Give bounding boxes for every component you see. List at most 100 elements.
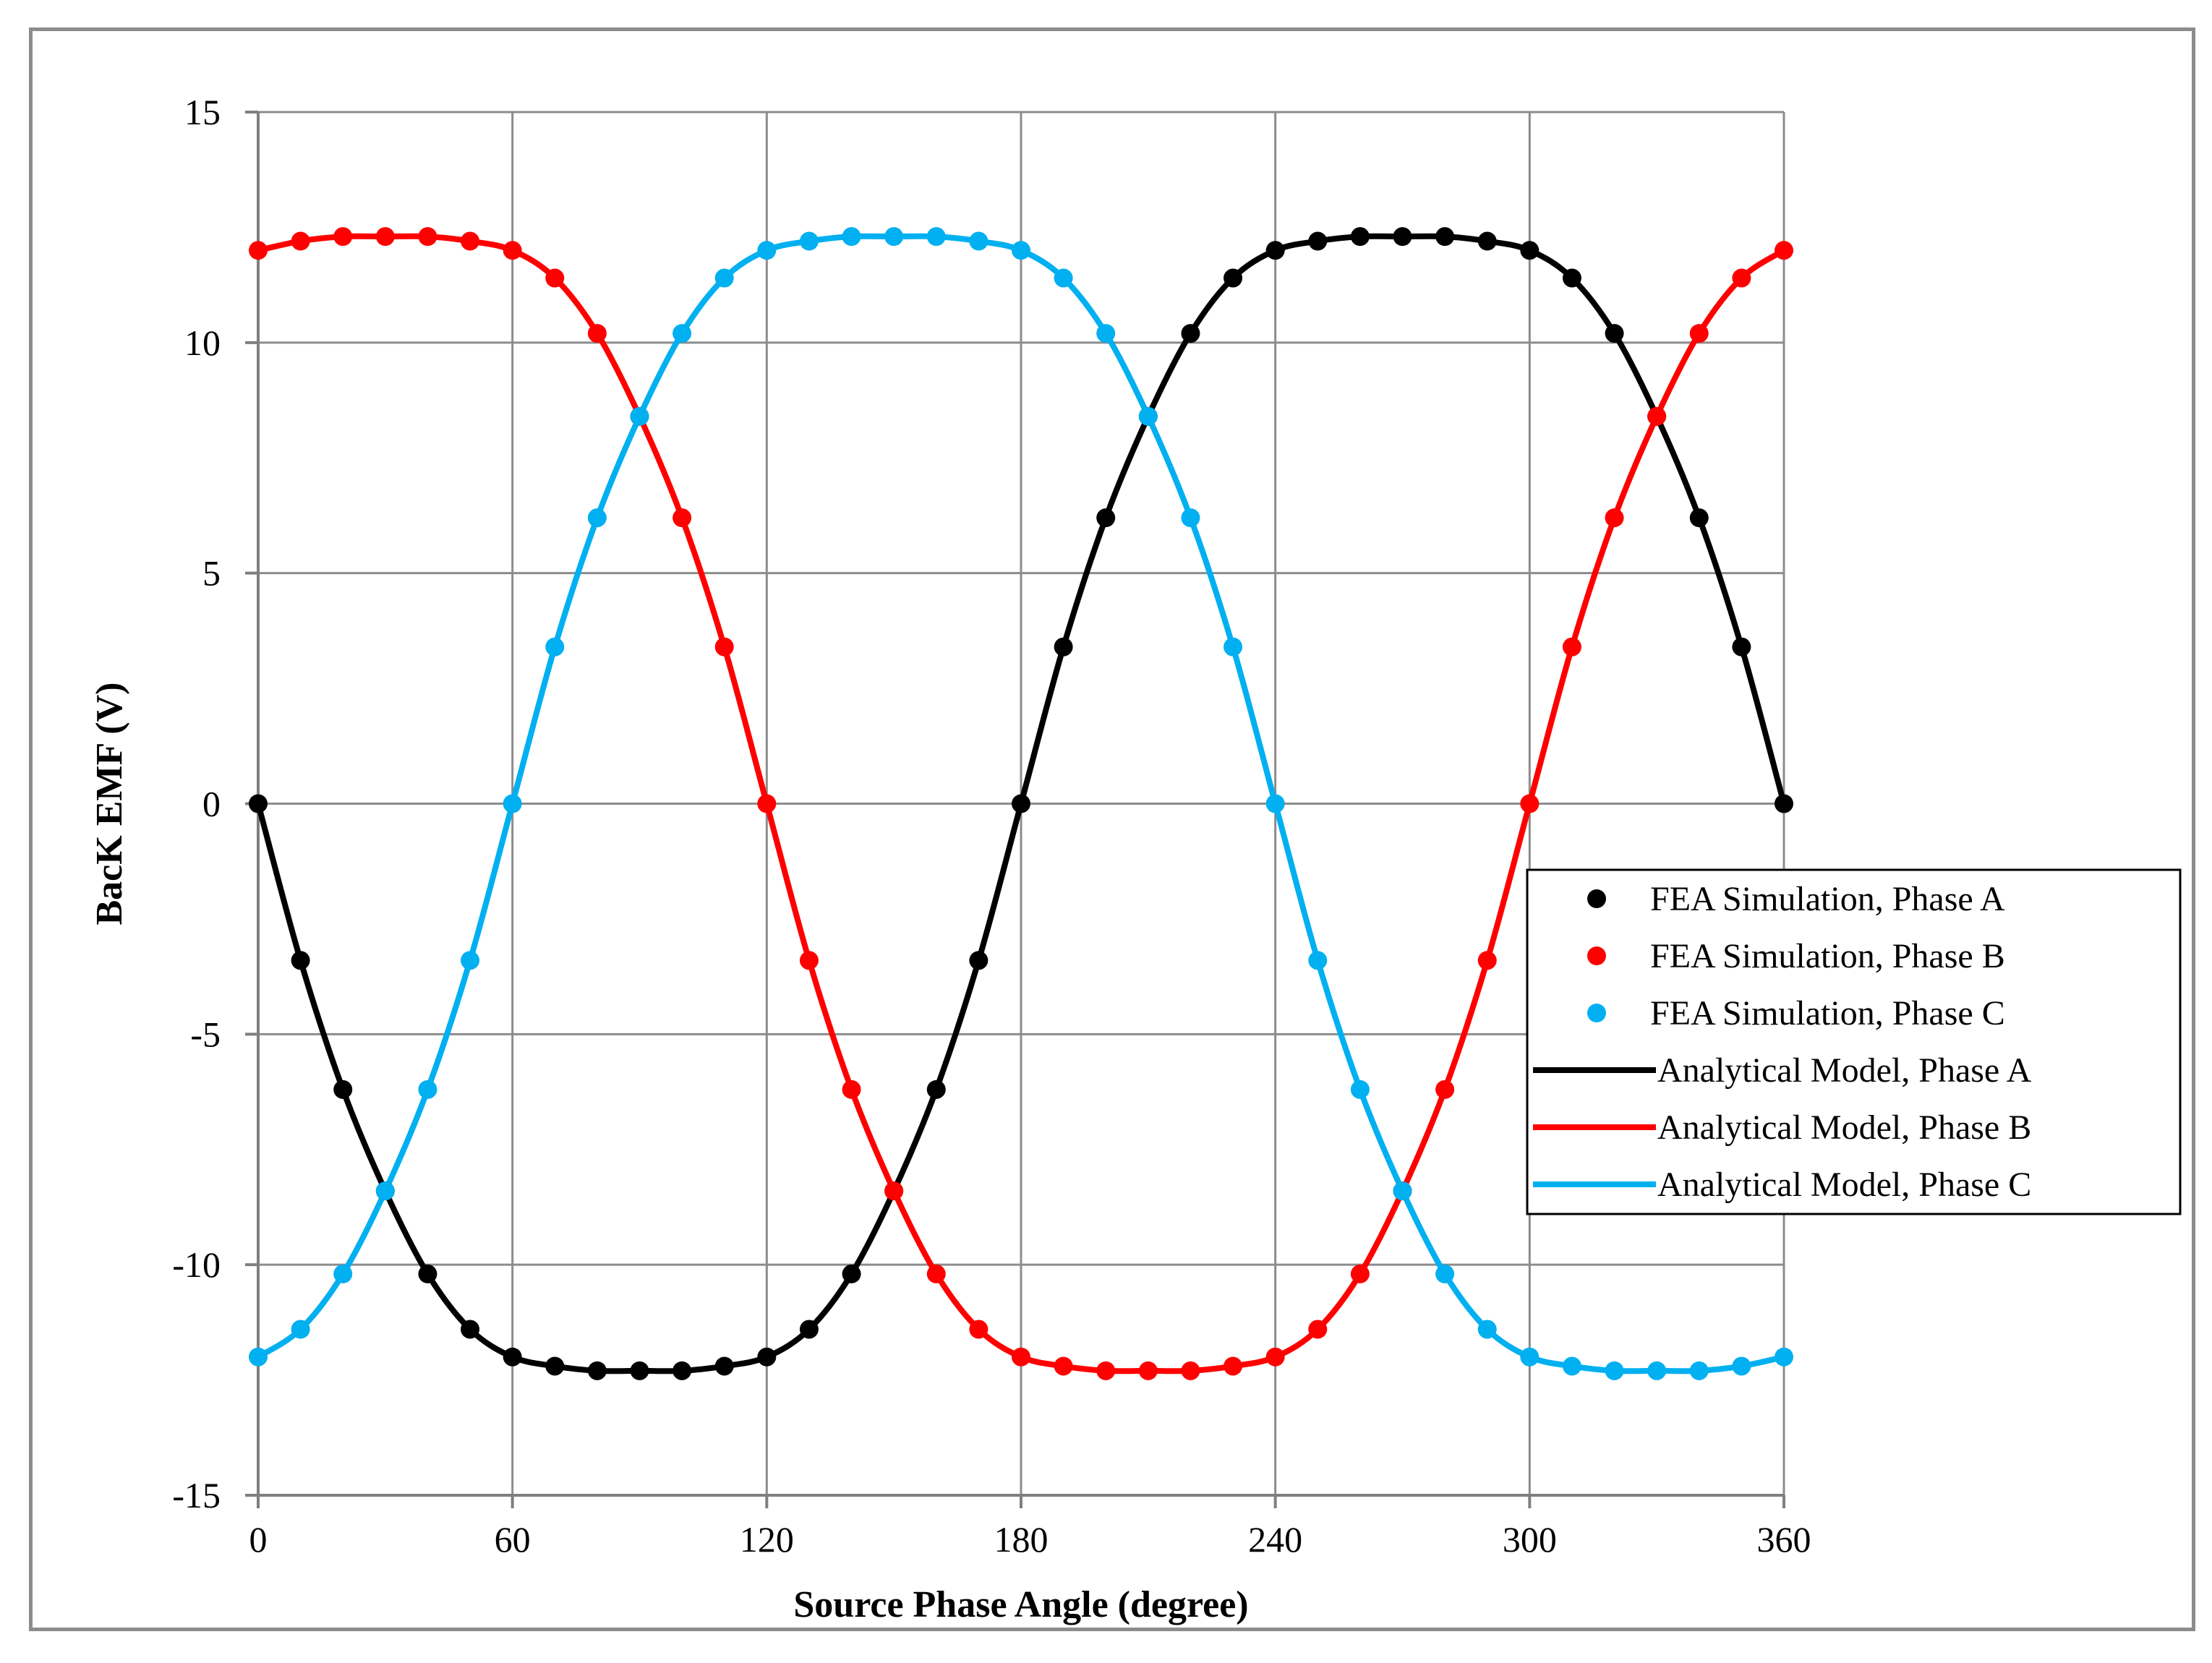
data-point bbox=[884, 227, 904, 247]
data-point bbox=[1689, 324, 1709, 343]
data-point bbox=[1224, 1356, 1243, 1376]
legend-marker bbox=[1587, 1004, 1606, 1022]
data-point bbox=[672, 508, 692, 528]
legend-label: Analytical Model, Phase A bbox=[1657, 1051, 2032, 1090]
data-point bbox=[1605, 1361, 1624, 1380]
data-point bbox=[587, 324, 607, 343]
data-point bbox=[545, 637, 565, 657]
data-point bbox=[291, 951, 310, 970]
series-markers-3 bbox=[249, 227, 1793, 1380]
data-point bbox=[1054, 637, 1073, 657]
data-point bbox=[1520, 241, 1540, 260]
data-point bbox=[1181, 508, 1200, 528]
data-point bbox=[1350, 1080, 1370, 1099]
data-point bbox=[587, 1361, 607, 1380]
data-point bbox=[1012, 1347, 1030, 1367]
data-point bbox=[926, 1264, 946, 1283]
data-point bbox=[1732, 1356, 1751, 1376]
data-point bbox=[714, 1356, 734, 1376]
data-point bbox=[1265, 241, 1285, 260]
data-point bbox=[969, 231, 988, 251]
data-point bbox=[461, 951, 480, 970]
data-point bbox=[714, 637, 734, 657]
data-point bbox=[1181, 324, 1200, 343]
data-point bbox=[1096, 1361, 1116, 1380]
legend-entry: FEA Simulation, Phase A bbox=[1587, 880, 2005, 918]
x-tick-label: 120 bbox=[740, 1519, 794, 1560]
data-point bbox=[1096, 508, 1116, 528]
data-point bbox=[1520, 794, 1540, 813]
data-point bbox=[926, 227, 946, 247]
data-point bbox=[926, 1080, 946, 1099]
data-point bbox=[333, 1080, 353, 1099]
data-point bbox=[1393, 227, 1412, 247]
data-point bbox=[375, 227, 395, 247]
data-point bbox=[1435, 1264, 1455, 1283]
data-point bbox=[1477, 231, 1497, 251]
data-point bbox=[842, 1080, 861, 1099]
data-point bbox=[969, 951, 988, 970]
data-point bbox=[1308, 951, 1328, 970]
data-point bbox=[1012, 241, 1030, 260]
data-point bbox=[1224, 268, 1243, 288]
x-tick-label: 240 bbox=[1248, 1519, 1302, 1560]
data-point bbox=[1308, 231, 1328, 251]
data-point bbox=[418, 1080, 437, 1099]
data-point bbox=[333, 227, 353, 247]
legend-marker bbox=[1587, 946, 1606, 965]
data-point bbox=[461, 1320, 480, 1339]
data-point bbox=[1054, 1356, 1073, 1376]
data-point bbox=[799, 231, 819, 251]
y-tick-label: 15 bbox=[184, 92, 221, 132]
legend-label: Analytical Model, Phase C bbox=[1657, 1166, 2031, 1204]
data-point bbox=[1562, 1356, 1581, 1376]
data-point bbox=[249, 241, 268, 260]
data-point bbox=[799, 1320, 819, 1339]
series-markers-2 bbox=[249, 227, 1793, 1380]
data-point bbox=[1605, 508, 1624, 528]
data-point bbox=[1138, 1361, 1158, 1380]
legend-entry: Analytical Model, Phase B bbox=[1533, 1108, 2031, 1147]
x-axis-title: Source Phase Angle (degree) bbox=[793, 1584, 1248, 1625]
series-layer bbox=[249, 227, 1793, 1380]
data-point bbox=[1647, 406, 1667, 426]
y-axis-title: BacK EMF (V) bbox=[89, 683, 130, 925]
data-point bbox=[757, 794, 777, 813]
data-point bbox=[1562, 268, 1581, 288]
y-tick-label: -10 bbox=[172, 1244, 221, 1285]
y-tick-label: 5 bbox=[202, 553, 221, 594]
legend-label: Analytical Model, Phase B bbox=[1657, 1108, 2031, 1147]
data-point bbox=[969, 1320, 988, 1339]
data-point bbox=[1562, 637, 1581, 657]
data-point bbox=[1477, 951, 1497, 970]
data-point bbox=[1012, 794, 1030, 813]
data-point bbox=[333, 1264, 353, 1283]
y-tick-label: -15 bbox=[172, 1475, 221, 1515]
x-tick-label: 60 bbox=[495, 1519, 531, 1560]
legend-label: FEA Simulation, Phase B bbox=[1650, 937, 2005, 975]
data-point bbox=[1054, 268, 1073, 288]
legend-label: FEA Simulation, Phase C bbox=[1650, 994, 2005, 1033]
data-point bbox=[1689, 1361, 1709, 1380]
data-point bbox=[461, 231, 480, 251]
y-tick-label: -5 bbox=[190, 1014, 221, 1054]
legend-marker bbox=[1587, 889, 1606, 908]
data-point bbox=[249, 794, 268, 813]
data-point bbox=[1435, 1080, 1455, 1099]
data-point bbox=[249, 1347, 268, 1367]
legend-entry: FEA Simulation, Phase C bbox=[1587, 994, 2005, 1033]
data-point bbox=[1732, 637, 1751, 657]
data-point bbox=[1265, 794, 1285, 813]
legend-entry: Analytical Model, Phase A bbox=[1533, 1051, 2032, 1090]
data-point bbox=[1224, 637, 1243, 657]
tick-labels: 0 60 120 180 240 300 360 -15 -10 -5 0 5 10 15 bbox=[172, 92, 1811, 1560]
data-point bbox=[503, 241, 522, 260]
data-point bbox=[503, 1347, 522, 1367]
data-point bbox=[884, 1181, 904, 1201]
data-point bbox=[1775, 1347, 1793, 1367]
x-tick-label: 0 bbox=[249, 1519, 268, 1560]
data-point bbox=[1350, 1264, 1370, 1283]
data-point bbox=[1477, 1320, 1497, 1339]
data-point bbox=[418, 227, 437, 247]
